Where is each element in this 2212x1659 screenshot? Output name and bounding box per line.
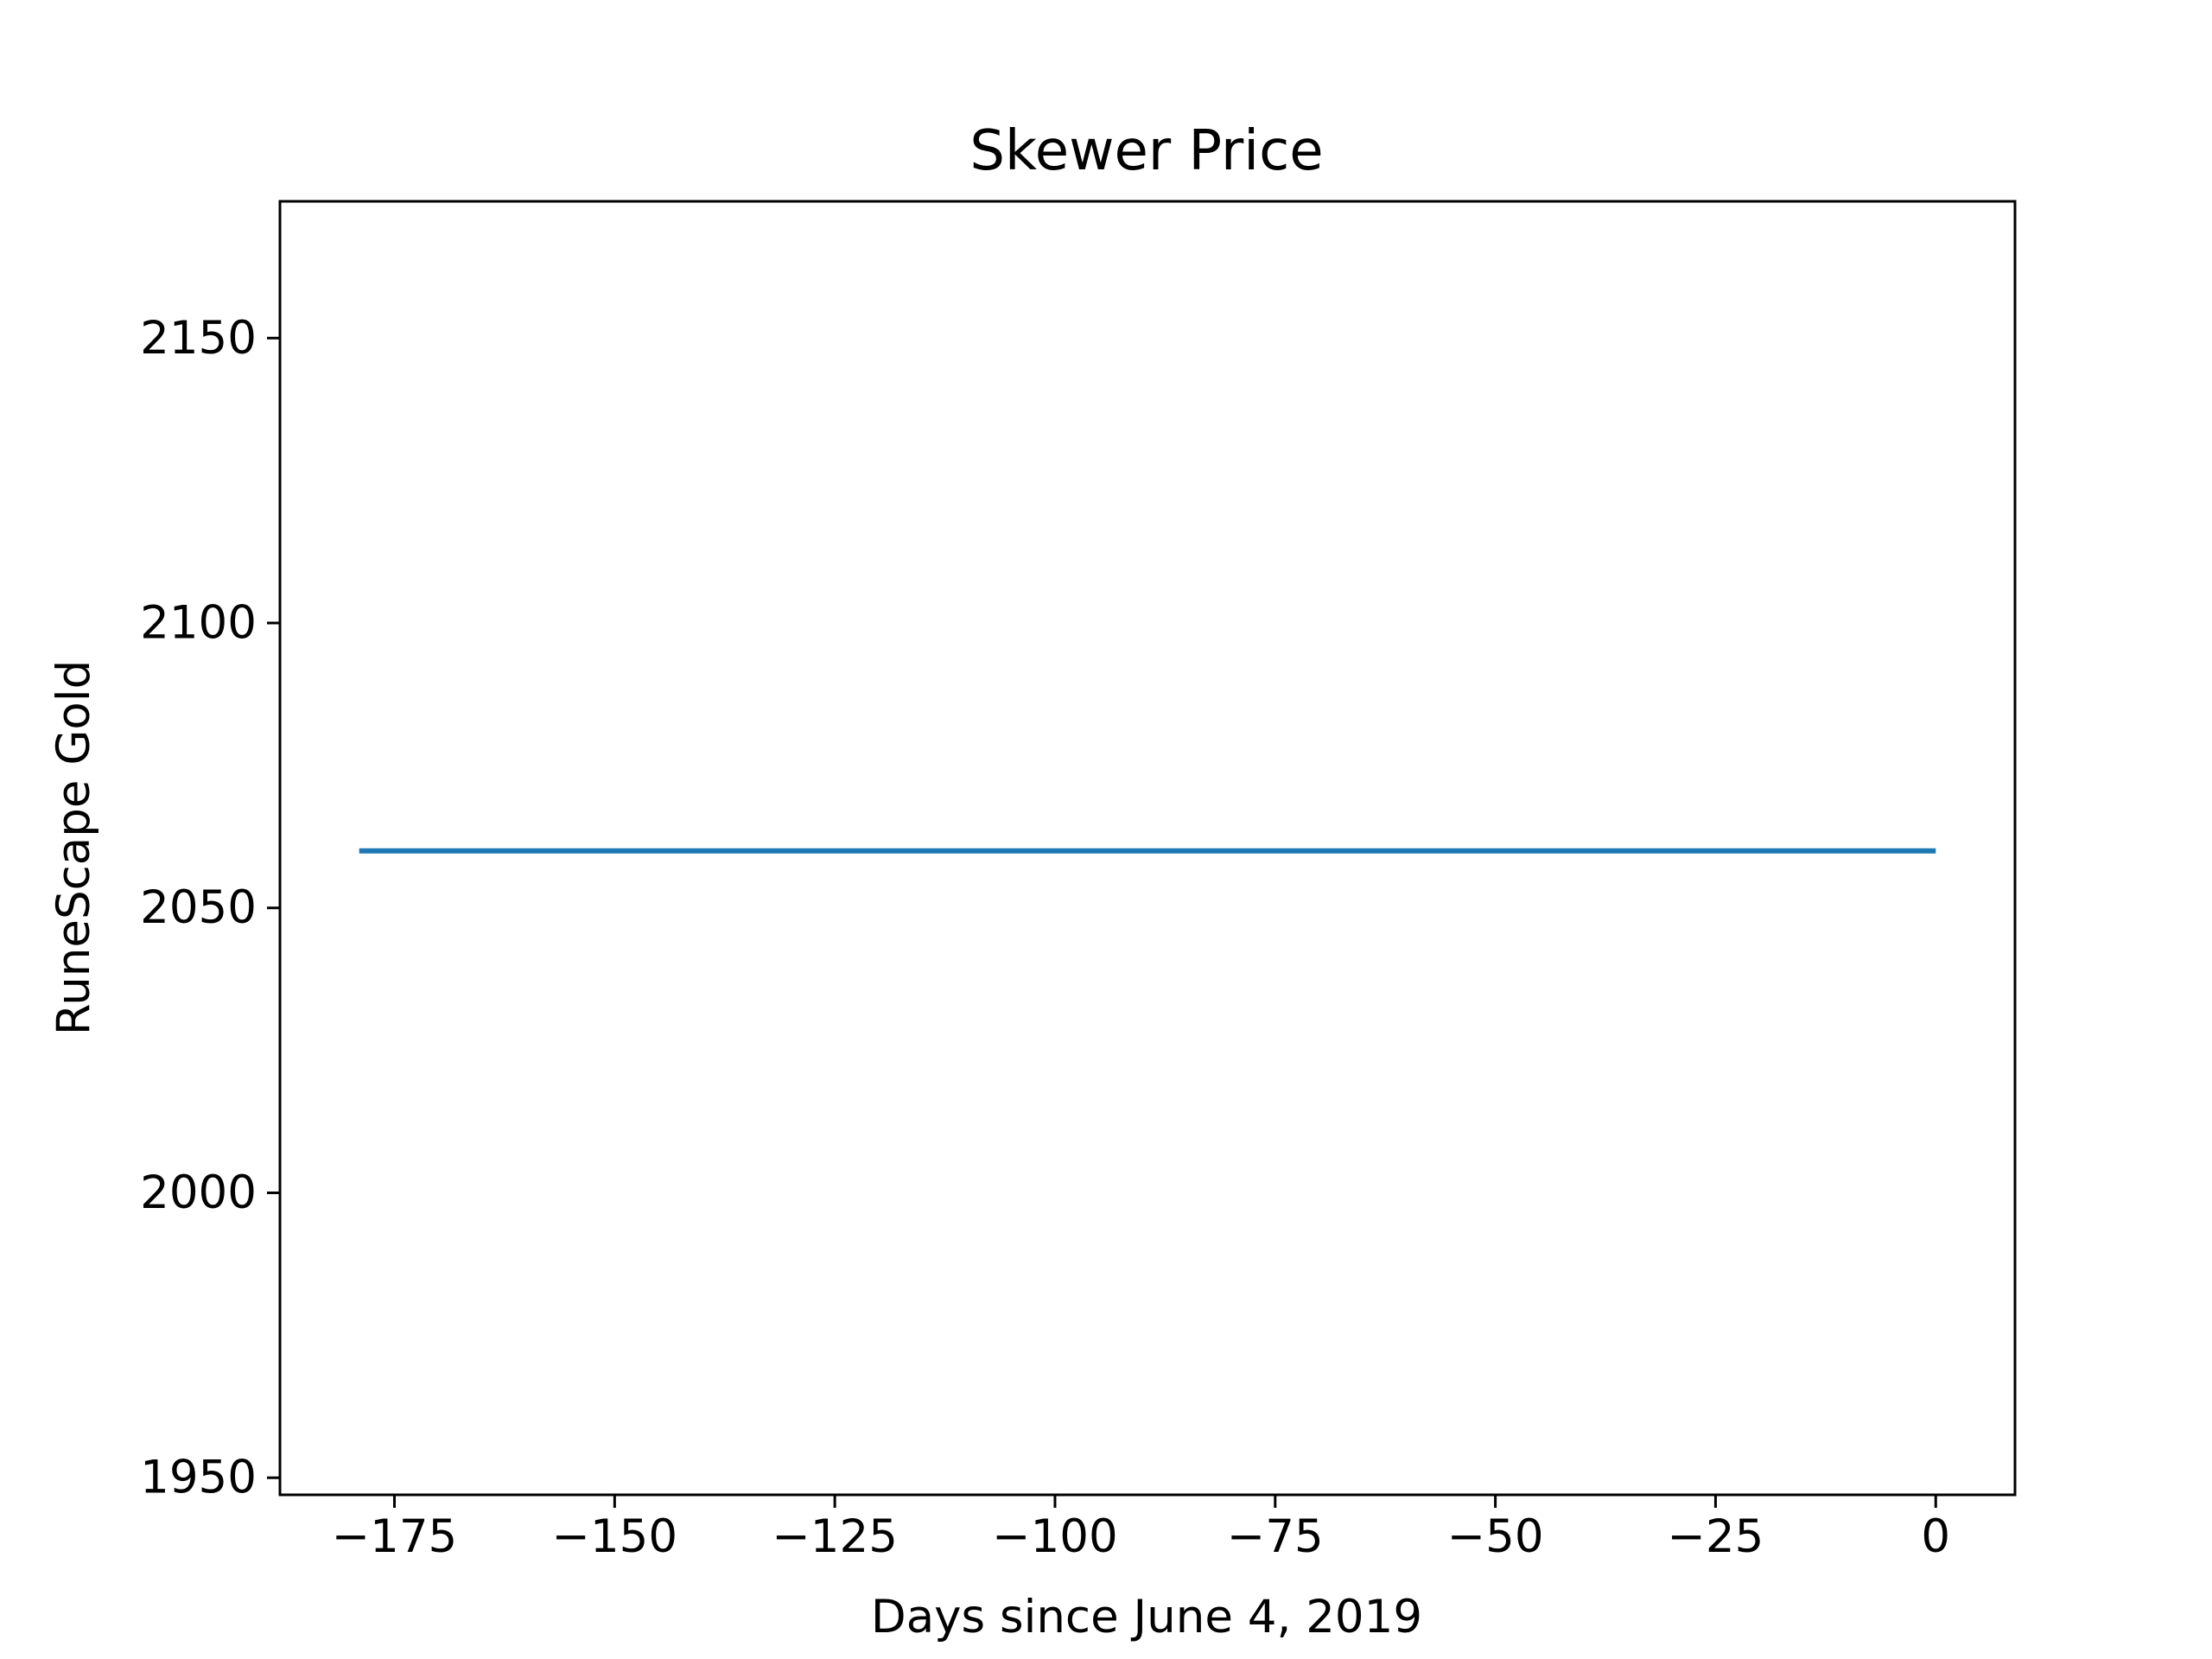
x-tick-label: −150 bbox=[552, 1510, 678, 1563]
y-axis-label: RuneScape Gold bbox=[48, 660, 100, 1035]
plot-frame bbox=[278, 200, 2017, 1497]
y-tick-label: 2150 bbox=[140, 312, 257, 365]
x-tick-label: −50 bbox=[1447, 1510, 1544, 1563]
y-tick-label: 2000 bbox=[140, 1166, 257, 1219]
x-tick-label: −175 bbox=[332, 1510, 458, 1563]
y-tick-label: 2100 bbox=[140, 597, 257, 650]
x-tick-label: −125 bbox=[772, 1510, 898, 1563]
chart-title: Skewer Price bbox=[969, 119, 1323, 183]
x-tick-label: −100 bbox=[992, 1510, 1118, 1563]
x-tick-label: −25 bbox=[1668, 1510, 1764, 1563]
y-axis: 1950 2000 2050 2100 2150 bbox=[140, 312, 280, 1504]
x-axis-label: Days since June 4, 2019 bbox=[871, 1591, 1422, 1643]
x-tick-label: −75 bbox=[1227, 1510, 1324, 1563]
x-tick-label: 0 bbox=[1921, 1510, 1950, 1563]
y-tick-label: 2050 bbox=[140, 881, 257, 934]
y-tick-label: 1950 bbox=[140, 1452, 257, 1504]
x-axis: −175 −150 −125 −100 −75 −50 −25 0 bbox=[332, 1495, 1950, 1563]
